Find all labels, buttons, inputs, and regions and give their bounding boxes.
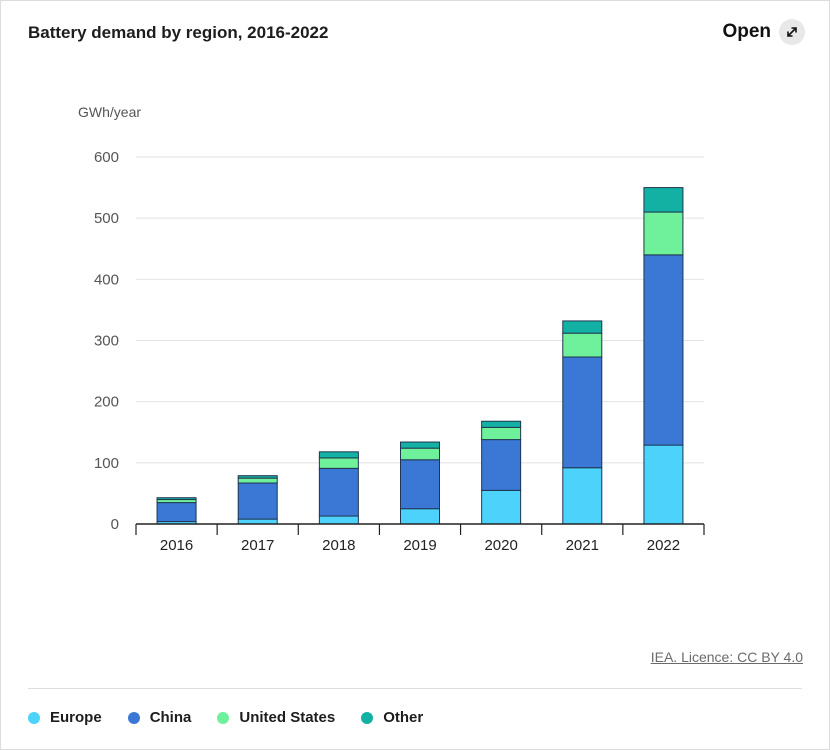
bar-segment-other-2019[interactable]: [400, 441, 440, 449]
legend-label: Other: [383, 709, 424, 726]
bar-segment-other-2021[interactable]: [562, 320, 603, 334]
bar-segment-china-2021[interactable]: [562, 356, 603, 469]
legend-item-united-states[interactable]: United States: [217, 709, 335, 726]
bar-segment-europe-2019[interactable]: [400, 508, 440, 525]
x-tick-label: 2021: [566, 537, 599, 554]
chart-title: Battery demand by region, 2016-2022: [28, 23, 329, 42]
bar-segment-china-2020[interactable]: [481, 439, 522, 491]
legend-swatch: [28, 711, 40, 724]
y-tick-label: 400: [94, 271, 119, 288]
legend-label: United States: [239, 709, 336, 726]
bar-segment-europe-2020[interactable]: [481, 489, 522, 525]
bar-segment-china-2019[interactable]: [400, 459, 440, 510]
y-tick-label: 600: [94, 149, 119, 166]
expand-arrow-icon: [779, 19, 805, 45]
legend: Europe China United States Other: [28, 709, 423, 726]
bar-segment-other-2020[interactable]: [481, 420, 522, 428]
x-tick-label: 2017: [241, 537, 274, 554]
legend-swatch: [127, 711, 140, 724]
bar-segment-china-2022[interactable]: [643, 254, 684, 446]
bar-segment-other-2022[interactable]: [643, 187, 684, 213]
x-tick-label: 2016: [160, 537, 193, 554]
legend-label: Europe: [50, 709, 102, 726]
bar-segment-united-states-2022[interactable]: [643, 211, 684, 256]
bar-segment-other-2018[interactable]: [318, 451, 359, 459]
bar-segment-united-states-2019[interactable]: [400, 447, 440, 461]
legend-divider: [28, 688, 802, 689]
legend-swatch: [217, 711, 230, 724]
bar-segment-china-2016[interactable]: [156, 502, 197, 523]
source-licence-link[interactable]: IEA. Licence: CC BY 4.0: [650, 649, 803, 665]
bar-segment-europe-2022[interactable]: [643, 444, 684, 525]
bar-segment-united-states-2021[interactable]: [562, 332, 603, 358]
bar-segment-united-states-2018[interactable]: [318, 457, 359, 469]
y-tick-label: 200: [94, 394, 119, 411]
open-button[interactable]: Open: [722, 19, 805, 45]
bar-segment-other-2016[interactable]: [156, 497, 197, 501]
legend-item-other[interactable]: Other: [361, 709, 423, 726]
y-tick-label: 100: [94, 455, 119, 472]
bar-segment-china-2017[interactable]: [237, 482, 278, 520]
bar-segment-united-states-2020[interactable]: [481, 426, 522, 441]
y-tick-label: 300: [94, 333, 119, 350]
bar-segment-united-states-2017[interactable]: [237, 477, 278, 484]
bar-chart: 0 100 200 300 400 500 600 2016 2017 2018 2019 2020 2…: [94, 149, 705, 554]
x-tick-label: 2022: [647, 537, 680, 554]
x-tick-label: 2020: [484, 537, 517, 554]
y-tick-label: 0: [111, 516, 119, 533]
legend-item-china[interactable]: China: [127, 709, 192, 726]
x-tick-label: 2018: [322, 537, 355, 554]
y-tick-label: 500: [94, 210, 119, 227]
y-axis-unit-label: GWh/year: [78, 104, 142, 120]
bar-segment-china-2018[interactable]: [318, 467, 359, 517]
x-tick-label: 2019: [403, 537, 436, 554]
bar-segment-other-2017[interactable]: [237, 475, 278, 479]
legend-swatch: [361, 711, 374, 724]
bar-segment-europe-2018[interactable]: [318, 515, 359, 525]
open-button-label: Open: [722, 21, 771, 42]
legend-label: China: [149, 709, 192, 726]
bar-segment-europe-2021[interactable]: [562, 467, 603, 525]
legend-item-europe[interactable]: Europe: [28, 709, 102, 726]
